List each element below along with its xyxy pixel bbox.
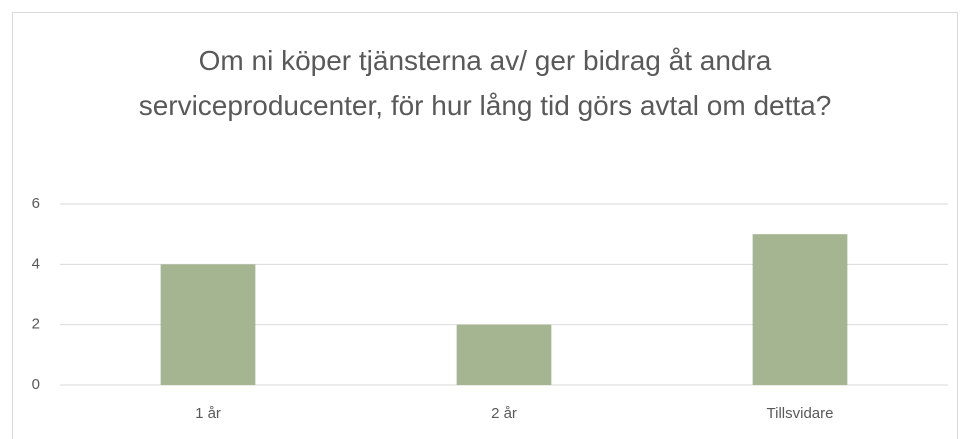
- y-tick-label: 0: [32, 376, 40, 393]
- y-tick-label: 6: [32, 195, 40, 212]
- y-tick-label: 4: [32, 255, 40, 272]
- y-tick-label: 2: [32, 316, 40, 333]
- chart-title: Om ni köper tjänsterna av/ ger bidrag åt…: [138, 45, 832, 121]
- bar: [752, 234, 848, 385]
- x-tick-label: 2 år: [491, 405, 517, 422]
- bar: [456, 324, 552, 385]
- x-tick-label: 1 år: [195, 405, 221, 422]
- x-tick-label: Tillsvidare: [767, 405, 834, 422]
- bar: [160, 264, 256, 385]
- chart-frame: [12, 12, 958, 439]
